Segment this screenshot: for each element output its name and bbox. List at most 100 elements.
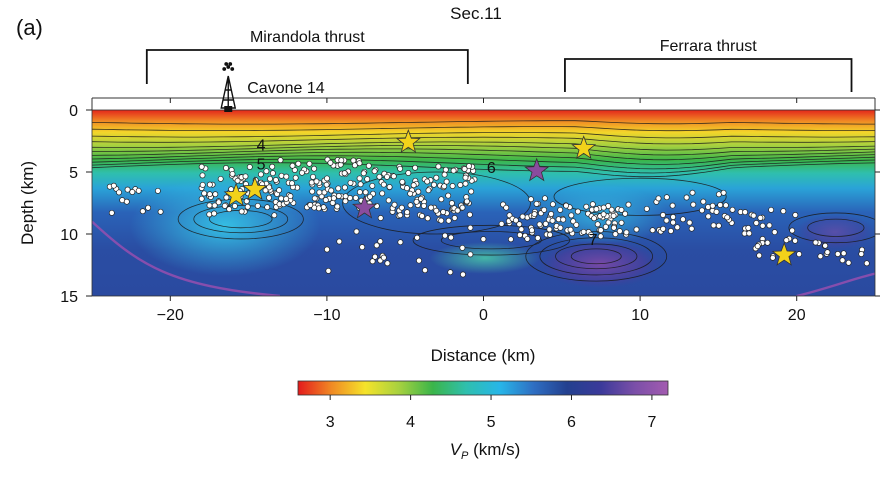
y-tick-label: 5 [69,165,78,182]
event-dot [528,196,534,203]
event-dot [503,204,510,211]
contour-label: 7 [589,232,598,249]
event-dot [705,213,712,220]
event-dot [242,173,249,180]
event-dot [699,207,705,214]
event-dot [110,182,117,189]
event-dot [386,184,393,190]
x-tick-label: 10 [631,307,649,324]
event-dot [594,221,601,228]
event-dot [211,210,218,217]
event-dot [746,230,753,237]
event-dot [397,165,404,172]
event-dot [360,170,367,177]
event-dot [445,217,452,224]
mainshock-star [771,241,797,266]
mainshock-star [524,157,550,182]
event-dot [412,164,419,171]
event-dot [622,210,629,217]
x-tick-label: −20 [157,307,184,324]
event-dot [759,222,766,229]
event-dot [588,231,594,238]
event-dot [262,187,269,194]
event-dot [440,209,447,215]
event-dot [600,211,607,218]
event-dot [563,202,570,209]
event-dot [431,181,437,188]
event-dot [263,168,270,175]
y-axis-label: Depth (km) [18,161,37,245]
event-dot [715,222,722,229]
event-dot [307,202,314,208]
colorbar-ticks: 3 4 5 6 7 [326,395,656,431]
event-dot [369,258,376,265]
event-dot [766,222,773,229]
event-dot [157,208,164,215]
event-dot [756,252,763,259]
event-dot [573,221,580,228]
event-dot [442,232,448,239]
event-dot [528,227,535,234]
event-dot [674,224,681,231]
event-dot [780,208,787,215]
event-dot [557,224,564,231]
event-dot [724,214,731,221]
event-dot [667,228,674,234]
event-dot [129,189,136,195]
event-dot [548,211,555,217]
event-dot [618,219,625,226]
event-dot [425,187,432,194]
event-dot [244,203,251,210]
y-tick-label: 15 [60,289,78,306]
event-dot [391,201,398,208]
ferrara-label: Ferrara thrust [660,38,757,55]
event-dot [764,239,771,246]
event-dot [278,172,285,179]
event-dot [839,257,846,264]
event-dot [283,173,290,180]
event-dot [589,201,596,208]
event-dot [384,260,391,267]
event-dot [139,208,146,215]
event-dot [271,212,278,219]
event-dot [371,168,378,175]
event-dot [372,253,378,260]
event-dot [451,215,458,221]
mirandola-label: Mirandola thrust [250,29,365,46]
event-dot [768,206,775,213]
event-dot [580,228,587,235]
event-dot [277,157,284,164]
event-dot [322,197,329,203]
event-dot [311,195,318,202]
event-dot [792,212,799,218]
event-dot [689,189,696,196]
event-dot [334,203,341,210]
event-dot [428,204,434,211]
event-dot [257,171,264,178]
mainshock-star [571,135,597,160]
event-dot [356,160,363,167]
event-dot [269,163,276,170]
event-dot [380,254,387,261]
event-dot [327,159,334,166]
event-dot [198,195,205,202]
event-dot [593,206,600,213]
event-dot [625,201,632,208]
event-dot [310,173,316,180]
event-dot [546,226,553,233]
event-dot [688,225,695,232]
event-dot [424,215,431,222]
event-dot [414,234,421,241]
panel-label: (a) [16,15,43,40]
event-dot [568,212,575,219]
event-dot [362,189,369,196]
event-dot [670,214,677,220]
event-dot [365,162,372,169]
contour-label: 6 [487,160,496,177]
event-dot [542,220,549,227]
event-dot [287,193,294,200]
event-dot [792,237,799,244]
event-dot [313,178,320,185]
event-dot [413,198,420,205]
event-dot [335,185,342,192]
